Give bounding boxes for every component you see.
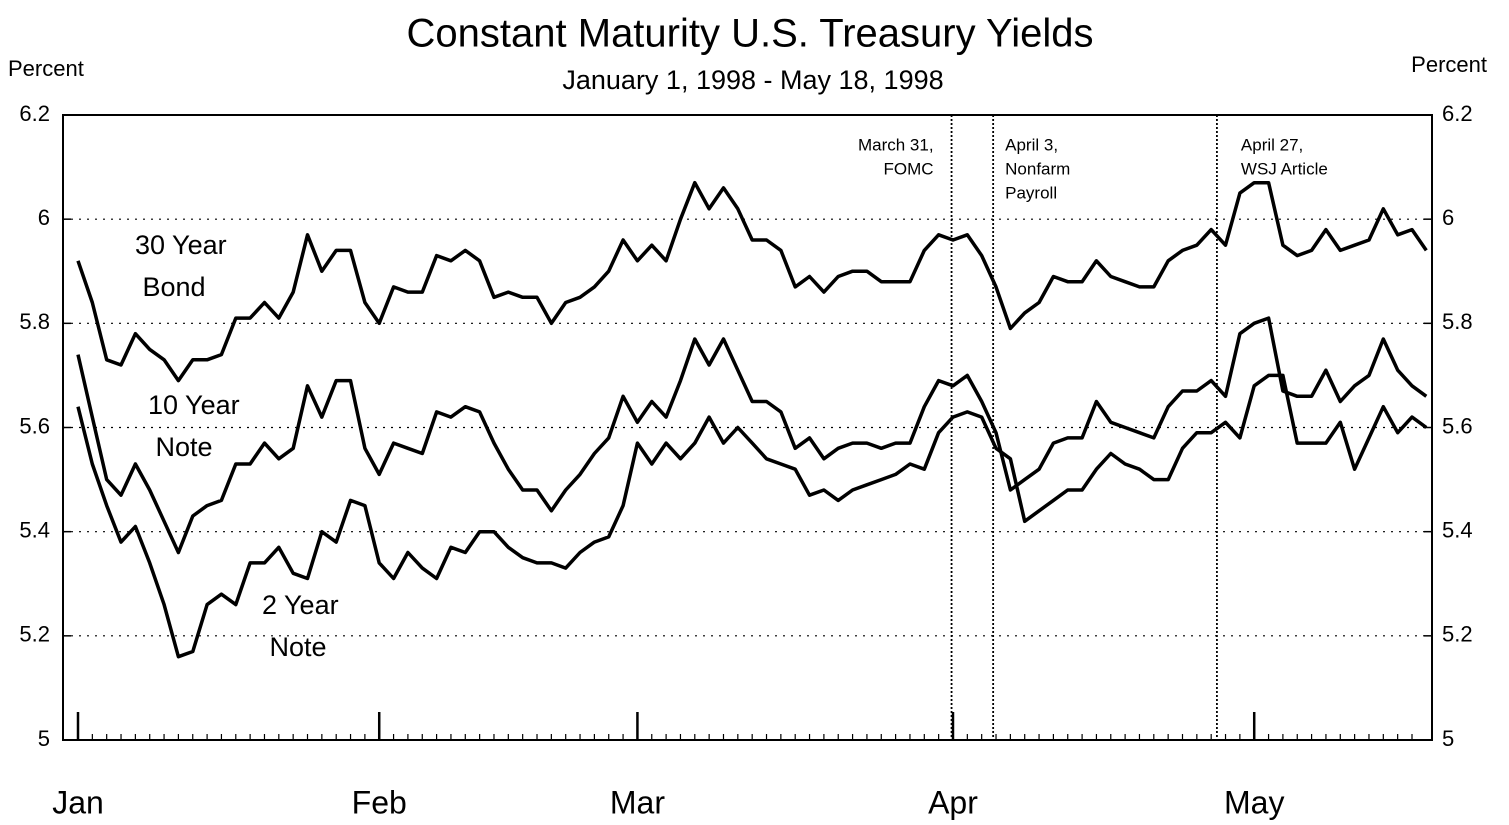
y-tick-label: 5 — [38, 726, 50, 751]
y-tick-label: 6 — [38, 205, 50, 230]
annotation: March 31, — [858, 135, 934, 154]
annotation: Nonfarm — [1005, 159, 1070, 178]
series-label: 30 Year Bond — [135, 230, 227, 302]
chart-subtitle: January 1, 1998 - May 18, 1998 — [562, 65, 943, 95]
y2-tick-label: 5.6 — [1442, 413, 1473, 438]
y2-tick-label: 5.8 — [1442, 309, 1473, 334]
x-tick-label: Mar — [610, 784, 665, 820]
x-tick-label: Jan — [52, 784, 104, 820]
annotation: FOMC — [884, 159, 934, 178]
annotation: April 27, — [1241, 135, 1303, 154]
y-tick-label: 5.6 — [19, 413, 50, 438]
y2-axis-label: Percent — [1411, 52, 1487, 77]
series-line — [76, 180, 1428, 383]
y-tick-label: 5.4 — [19, 517, 50, 542]
x-tick-label: Feb — [352, 784, 407, 820]
y2-tick-label: 5.2 — [1442, 622, 1473, 647]
y2-tick-label: 5.4 — [1442, 517, 1473, 542]
series-label: 2 Year Note — [262, 590, 339, 662]
y2-tick-label: 6.2 — [1442, 101, 1473, 126]
y-axis-label: Percent — [8, 56, 84, 81]
y-tick-label: 5.2 — [19, 622, 50, 647]
y2-tick-label: 6 — [1442, 205, 1454, 230]
y-tick-label: 6.2 — [19, 101, 50, 126]
x-tick-label: May — [1224, 784, 1284, 820]
x-tick-label: Apr — [928, 784, 978, 820]
series-line — [76, 316, 1428, 555]
chart-title: Constant Maturity U.S. Treasury Yields — [407, 12, 1094, 56]
y-tick-label: 5.8 — [19, 309, 50, 334]
y2-tick-label: 5 — [1442, 726, 1454, 751]
annotation: Payroll — [1005, 183, 1057, 202]
annotation: April 3, — [1005, 135, 1058, 154]
series-line — [76, 373, 1428, 659]
series-label: 10 Year Note — [148, 390, 240, 462]
annotation: WSJ Article — [1241, 159, 1328, 178]
